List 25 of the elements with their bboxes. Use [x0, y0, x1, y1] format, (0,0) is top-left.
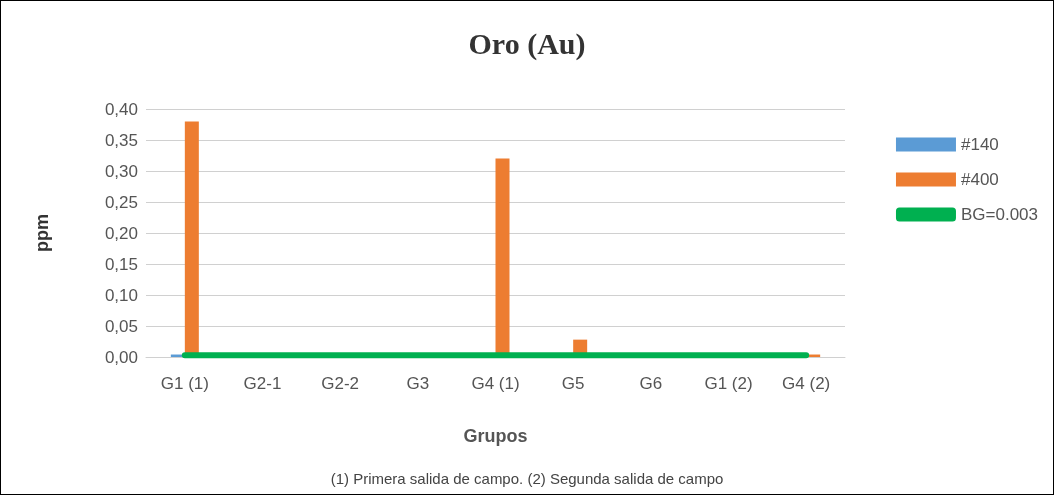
y-tick-label: 0,40	[104, 99, 138, 119]
y-tick-label: 0,05	[104, 316, 138, 336]
y-tick-label: 0,35	[104, 130, 138, 150]
x-tick-label: G6	[639, 374, 663, 393]
x-tick-label: G1 (1)	[160, 374, 209, 393]
y-axis-title: ppm	[32, 214, 52, 252]
x-tick-label: G2-1	[243, 374, 282, 393]
y-tick-label: 0,20	[104, 223, 138, 243]
x-tick-label: G5	[561, 374, 585, 393]
y-tick-label: 0,10	[104, 285, 138, 305]
legend-label: BG=0.003	[960, 205, 1038, 224]
x-tick-label: G4 (2)	[782, 374, 831, 393]
y-tick-label: 0,00	[104, 347, 138, 367]
y-tick-label: 0,30	[104, 161, 138, 181]
x-tick-label: G1 (2)	[704, 374, 753, 393]
legend-label: #400	[960, 170, 999, 189]
chart-title: Oro (Au)	[468, 26, 586, 61]
x-tick-label: G2-2	[321, 374, 360, 393]
x-tick-label: G4 (1)	[471, 374, 520, 393]
y-tick-label: 0,25	[104, 192, 138, 212]
legend-label: #140	[960, 135, 999, 154]
text: (1) Primera salida de campo. (2) Segunda salida de campo	[330, 470, 724, 487]
x-tick-label: G3	[406, 374, 430, 393]
y-tick-label: 0,15	[104, 254, 138, 274]
x-axis-title: Grupos	[463, 426, 528, 446]
